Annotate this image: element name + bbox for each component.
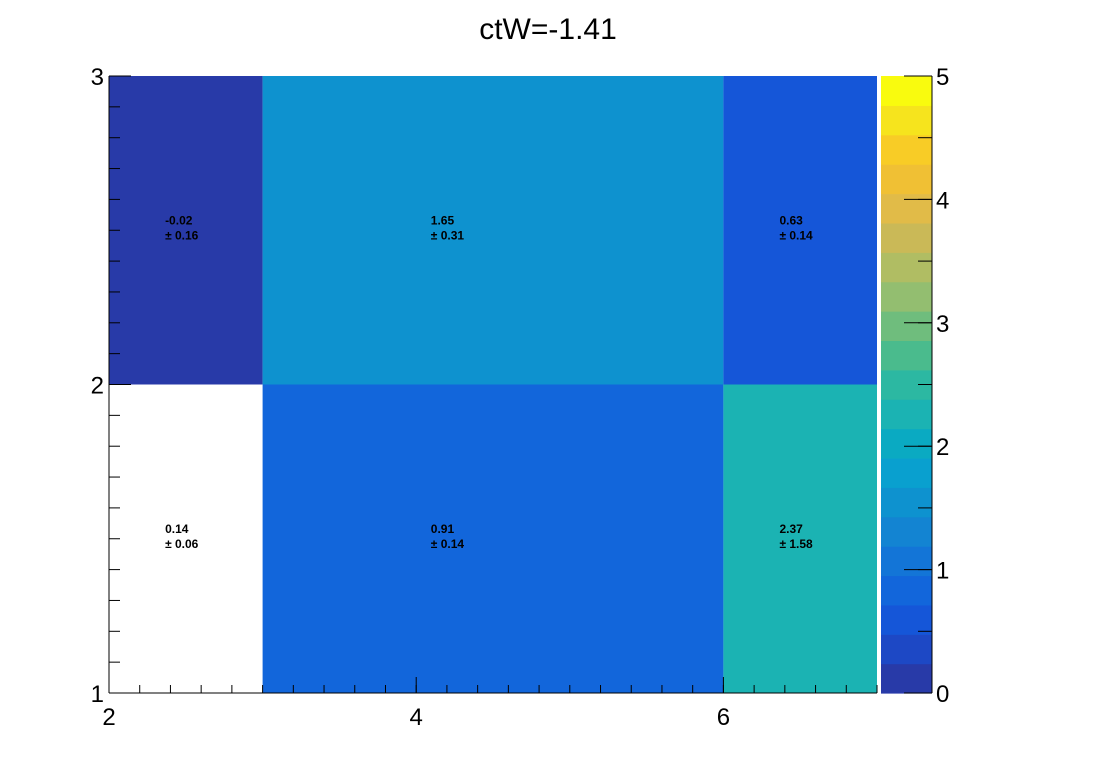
color-scale-band — [881, 252, 932, 283]
heatmap-cell — [109, 384, 263, 693]
color-scale-band — [881, 487, 932, 518]
color-scale-band — [881, 134, 932, 165]
color-scale-tick-label: 2 — [936, 434, 949, 461]
color-scale-band — [881, 222, 932, 253]
cell-value-label: 0.91 — [431, 522, 455, 536]
cell-error-label: ± 0.31 — [431, 228, 465, 242]
color-scale-bar: 0 1 2 3 4 5 — [881, 64, 949, 708]
heatmap-cell — [262, 384, 724, 693]
color-scale-band — [881, 575, 932, 606]
color-scale-band — [881, 428, 932, 459]
color-scale-band — [881, 399, 932, 430]
color-scale-band — [881, 546, 932, 577]
cell-value-label: 2.37 — [779, 522, 803, 536]
color-scale-tick-label: 4 — [936, 187, 949, 214]
y-tick-label: 3 — [91, 64, 104, 91]
cell-error-label: ± 0.14 — [431, 537, 465, 551]
cell-value-label: -0.02 — [165, 213, 193, 227]
chart-title: ctW=-1.41 — [479, 13, 617, 46]
heatmap-cell — [262, 76, 724, 385]
cell-error-label: ± 1.58 — [779, 537, 813, 551]
color-scale-tick-label: 5 — [936, 64, 949, 91]
heatmap-cell-labels: -0.02± 0.161.65± 0.310.63± 0.140.14± 0.0… — [165, 213, 813, 551]
color-scale-band — [881, 164, 932, 195]
color-scale-band — [881, 457, 932, 488]
color-scale-band — [881, 516, 932, 547]
color-scale-band — [881, 193, 932, 224]
heatmap-cells — [109, 76, 877, 693]
color-scale-band — [881, 76, 932, 106]
x-tick-label: 6 — [717, 704, 730, 731]
y-tick-label: 1 — [91, 681, 104, 708]
color-scale-band — [881, 311, 932, 342]
heatmap-cell — [109, 76, 263, 385]
color-scale-tick-label: 3 — [936, 311, 949, 338]
color-scale-tick-label: 0 — [936, 681, 949, 708]
cell-error-label: ± 0.16 — [165, 228, 199, 242]
color-scale-band — [881, 663, 932, 694]
color-scale-tick-label: 1 — [936, 558, 949, 585]
color-scale-band — [881, 634, 932, 665]
color-scale-band — [881, 281, 932, 312]
x-tick-label: 4 — [410, 704, 423, 731]
cell-value-label: 0.14 — [165, 522, 189, 536]
heatmap-cell — [723, 76, 877, 385]
cell-error-label: ± 0.14 — [779, 228, 813, 242]
color-scale-band — [881, 105, 932, 136]
color-scale-band — [881, 604, 932, 635]
x-tick-label: 2 — [102, 704, 115, 731]
cell-value-label: 1.65 — [431, 213, 455, 227]
cell-error-label: ± 0.06 — [165, 537, 199, 551]
y-tick-label: 2 — [91, 373, 104, 400]
heatmap-cell — [723, 384, 877, 693]
color-scale-band — [881, 340, 932, 371]
cell-value-label: 0.63 — [779, 213, 803, 227]
